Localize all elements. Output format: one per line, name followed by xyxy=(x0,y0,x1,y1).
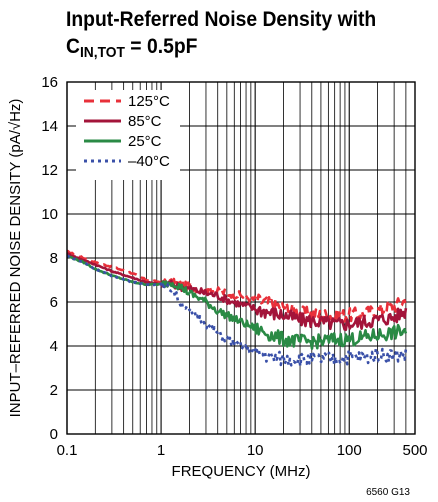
chart-title-rest: = 0.5pF xyxy=(124,35,198,58)
y-tick-label: 8 xyxy=(50,250,58,267)
y-tick-label: 12 xyxy=(41,162,58,179)
y-tick-label: 16 xyxy=(41,74,58,91)
plot-frame xyxy=(66,81,416,435)
chart-title-line1: Input-Referred Noise Density with xyxy=(66,8,377,31)
x-tick-label: 10 xyxy=(247,442,264,459)
y-tick-label: 0 xyxy=(50,426,58,443)
series-line xyxy=(66,252,408,332)
legend: 125°C 85°C 25°C –40°C xyxy=(84,93,170,170)
x-tick-label: 0.1 xyxy=(57,442,78,459)
y-tick-label: 14 xyxy=(41,118,58,135)
y-tick-label: 6 xyxy=(50,294,58,311)
chart-title: Input-Referred Noise Density with CIN,TO… xyxy=(66,6,406,66)
chart-title-c: C xyxy=(66,35,80,58)
y-axis-label: INPUT–REFERRED NOISE DENSITY (pA/√Hz) xyxy=(7,99,24,418)
x-tick-label: 100 xyxy=(337,442,362,459)
legend-label: –40°C xyxy=(128,153,170,170)
x-axis-label: FREQUENCY (MHz) xyxy=(172,463,311,480)
figure-code: 6560 G13 xyxy=(366,487,410,498)
series-line xyxy=(66,249,408,324)
x-tick-labels: 0.1 1 10 100 500 xyxy=(57,442,428,459)
x-tick-label: 500 xyxy=(402,442,427,459)
series-lines xyxy=(66,249,408,368)
series-line xyxy=(66,254,408,368)
chart-title-line2: CIN,TOT = 0.5pF xyxy=(66,33,406,66)
legend-label: 85°C xyxy=(128,113,162,130)
x-tick-label: 1 xyxy=(157,442,165,459)
y-tick-label: 10 xyxy=(41,206,58,223)
y-tick-labels: 0 2 4 6 8 10 12 14 16 xyxy=(41,74,58,443)
legend-label: 125°C xyxy=(128,93,170,110)
legend-background xyxy=(76,90,180,180)
y-tick-label: 4 xyxy=(50,338,58,355)
chart-title-subscript: IN,TOT xyxy=(79,44,125,61)
y-tick-label: 2 xyxy=(50,382,58,399)
legend-label: 25°C xyxy=(128,133,162,150)
